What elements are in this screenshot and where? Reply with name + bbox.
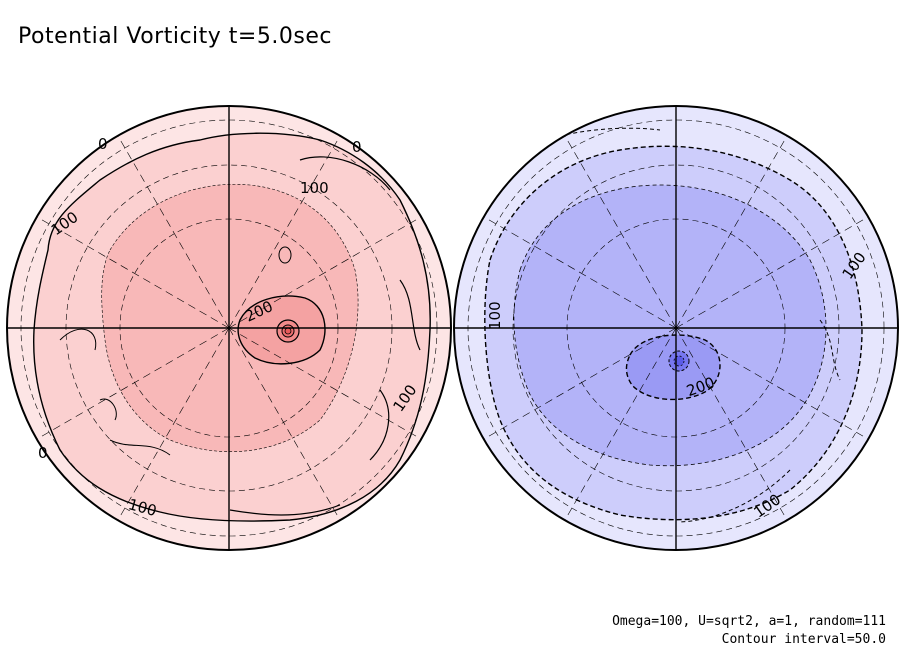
north-label-0a: 0 <box>98 135 108 153</box>
north-band-150 <box>101 184 359 452</box>
contour-interval-note: Contour interval=50.0 <box>721 632 886 647</box>
north-label-100a: 100 <box>300 179 329 197</box>
north-graticule <box>6 105 452 551</box>
south-label-100b: 100 <box>486 301 504 330</box>
south-band-150 <box>513 184 827 467</box>
plot-title: Potential Vorticity t=5.0sec <box>18 24 332 49</box>
south-graticule <box>453 105 899 551</box>
parameters-note: Omega=100, U=sqrt2, a=1, random=111 <box>612 614 886 629</box>
north-label-0c: 0 <box>38 444 48 462</box>
north-label-0b: 0 <box>352 138 362 156</box>
